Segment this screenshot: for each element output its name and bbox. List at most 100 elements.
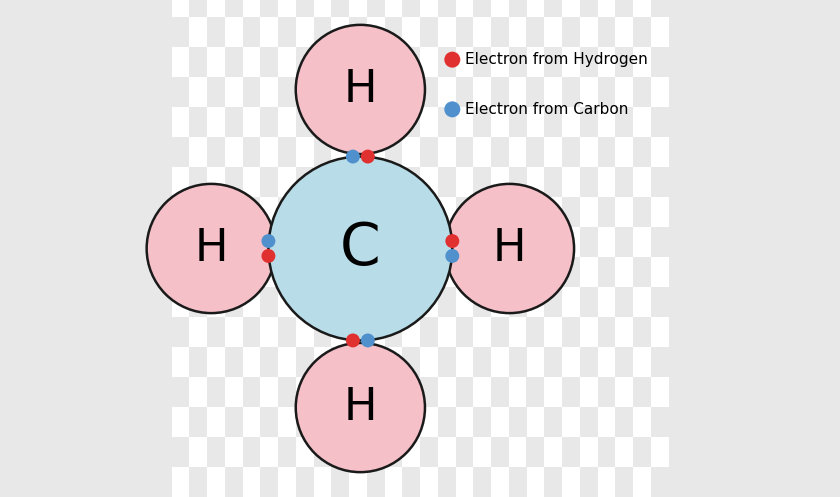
Bar [349, 437, 367, 467]
Bar [349, 107, 367, 137]
Bar [562, 167, 580, 197]
Bar [651, 257, 669, 287]
Bar [597, 257, 615, 287]
Bar [225, 77, 243, 107]
Bar [313, 317, 331, 347]
Bar [633, 227, 651, 257]
Bar [243, 77, 260, 107]
Bar [686, 17, 704, 47]
Bar [385, 137, 402, 167]
Bar [544, 437, 562, 467]
Bar [260, 257, 278, 287]
Bar [349, 137, 367, 167]
Bar [509, 257, 527, 287]
Bar [438, 107, 455, 137]
Bar [686, 197, 704, 227]
Bar [704, 287, 722, 317]
Bar [544, 167, 562, 197]
Bar [651, 167, 669, 197]
Bar [491, 197, 509, 227]
Bar [633, 377, 651, 407]
Bar [243, 347, 260, 377]
Bar [331, 77, 349, 107]
Bar [225, 467, 243, 497]
Bar [207, 77, 225, 107]
Bar [491, 257, 509, 287]
Bar [207, 407, 225, 437]
Bar [491, 0, 509, 17]
Bar [331, 197, 349, 227]
Bar [473, 167, 491, 197]
Text: H: H [493, 227, 526, 270]
Bar [171, 347, 189, 377]
Bar [704, 257, 722, 287]
Bar [385, 407, 402, 437]
Bar [225, 227, 243, 257]
Bar [207, 167, 225, 197]
Bar [207, 0, 225, 17]
Bar [260, 407, 278, 437]
Bar [509, 437, 527, 467]
Bar [296, 77, 313, 107]
Bar [722, 257, 739, 287]
Circle shape [269, 157, 452, 340]
Bar [722, 317, 739, 347]
Bar [385, 227, 402, 257]
Bar [207, 137, 225, 167]
Bar [615, 467, 633, 497]
Bar [331, 0, 349, 17]
Bar [171, 227, 189, 257]
Bar [491, 287, 509, 317]
Bar [243, 0, 260, 17]
Bar [331, 437, 349, 467]
Circle shape [261, 249, 276, 263]
Bar [207, 257, 225, 287]
Bar [597, 287, 615, 317]
Bar [580, 17, 597, 47]
Bar [704, 377, 722, 407]
Bar [473, 407, 491, 437]
Bar [349, 227, 367, 257]
Bar [544, 0, 562, 17]
Bar [597, 347, 615, 377]
Bar [455, 17, 473, 47]
Bar [349, 287, 367, 317]
Bar [669, 0, 686, 17]
Bar [313, 437, 331, 467]
Bar [473, 197, 491, 227]
Bar [491, 167, 509, 197]
Bar [243, 377, 260, 407]
Bar [491, 407, 509, 437]
Bar [669, 287, 686, 317]
Bar [171, 0, 189, 17]
Bar [260, 287, 278, 317]
Bar [473, 0, 491, 17]
Bar [367, 0, 385, 17]
Bar [615, 167, 633, 197]
Bar [651, 287, 669, 317]
Bar [544, 137, 562, 167]
Bar [455, 47, 473, 77]
Bar [207, 377, 225, 407]
Bar [438, 17, 455, 47]
Bar [669, 167, 686, 197]
Bar [669, 467, 686, 497]
Bar [313, 407, 331, 437]
Bar [633, 0, 651, 17]
Bar [722, 227, 739, 257]
Bar [349, 77, 367, 107]
Bar [509, 347, 527, 377]
Bar [651, 347, 669, 377]
Bar [651, 17, 669, 47]
Bar [580, 437, 597, 467]
Bar [704, 317, 722, 347]
Bar [580, 107, 597, 137]
Bar [171, 47, 189, 77]
Bar [562, 77, 580, 107]
Bar [278, 257, 296, 287]
Bar [544, 407, 562, 437]
Bar [491, 347, 509, 377]
Bar [509, 47, 527, 77]
Bar [544, 467, 562, 497]
Bar [331, 47, 349, 77]
